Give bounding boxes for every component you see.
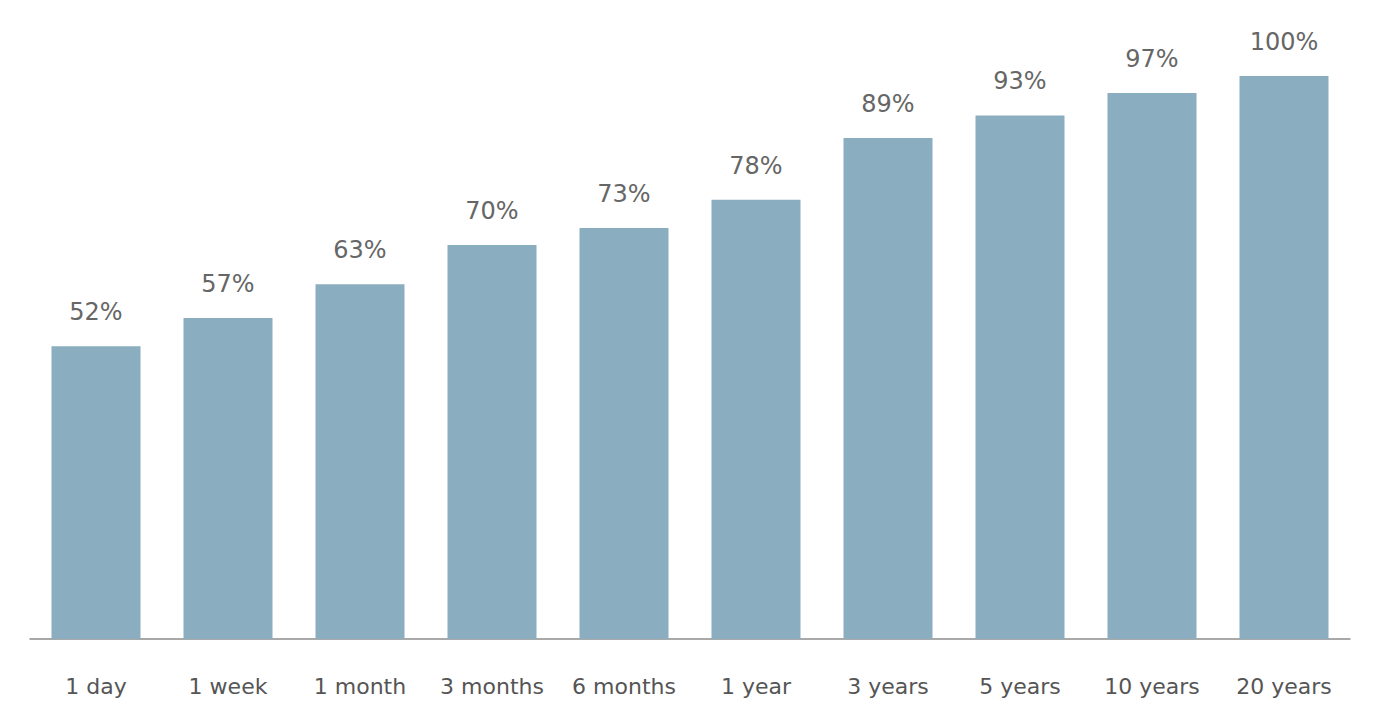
svg-text:5 years: 5 years <box>979 674 1061 699</box>
svg-text:70%: 70% <box>465 197 518 225</box>
svg-text:100%: 100% <box>1250 28 1319 56</box>
svg-text:10 years: 10 years <box>1104 674 1200 699</box>
svg-text:73%: 73% <box>597 180 650 208</box>
svg-text:63%: 63% <box>333 236 386 264</box>
svg-text:97%: 97% <box>1125 45 1178 73</box>
svg-text:1 day: 1 day <box>65 674 126 699</box>
svg-text:89%: 89% <box>861 90 914 118</box>
svg-text:78%: 78% <box>729 152 782 180</box>
svg-text:57%: 57% <box>201 270 254 298</box>
svg-text:93%: 93% <box>993 67 1046 95</box>
svg-text:1 week: 1 week <box>189 674 268 699</box>
svg-text:3 months: 3 months <box>440 674 544 699</box>
svg-text:1 year: 1 year <box>721 674 792 699</box>
svg-text:1 month: 1 month <box>314 674 406 699</box>
svg-text:6 months: 6 months <box>572 674 676 699</box>
svg-text:3 years: 3 years <box>847 674 929 699</box>
svg-text:52%: 52% <box>69 298 122 326</box>
svg-text:20 years: 20 years <box>1236 674 1332 699</box>
